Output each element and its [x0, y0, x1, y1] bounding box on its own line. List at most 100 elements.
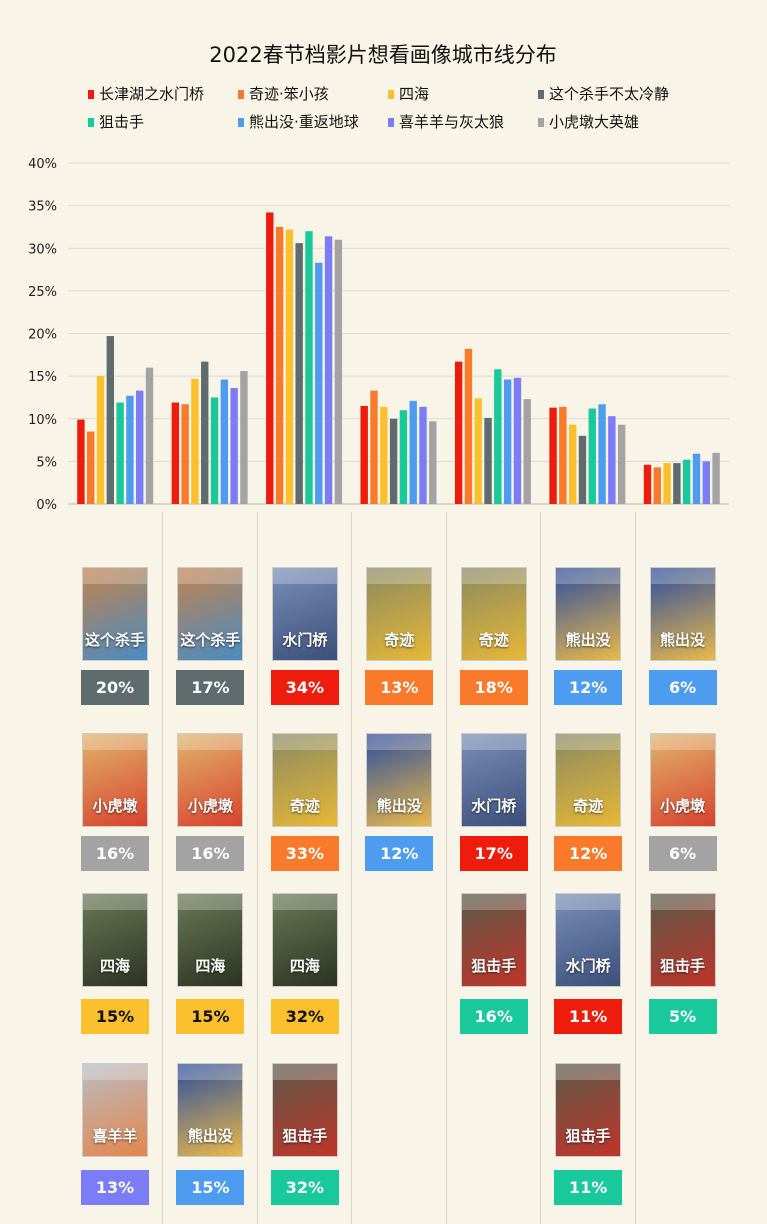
percent-badge: 16% — [81, 836, 149, 871]
poster-title: 狙击手 — [282, 1127, 328, 1145]
poster-banner — [367, 568, 432, 584]
bar — [266, 212, 274, 504]
poster-banner — [461, 894, 526, 910]
bar — [171, 402, 180, 504]
bar — [370, 390, 378, 504]
bar — [503, 379, 512, 504]
y-axis: 0% 5% 10% 15% 20% 25% 30% 35% 40% — [28, 157, 57, 512]
poster-banner — [556, 568, 621, 584]
percent-badge: 13% — [81, 1170, 149, 1205]
legend-swatch — [238, 90, 244, 99]
legend-label: 熊出没·重返地球 — [249, 113, 359, 131]
poster-banner — [178, 568, 243, 584]
bar — [334, 239, 343, 504]
legend-swatch — [88, 118, 94, 127]
bar — [712, 452, 720, 504]
poster-title: 四海 — [289, 957, 320, 975]
legend-label: 四海 — [399, 85, 429, 103]
movie-poster: 小虎墩 — [177, 733, 244, 827]
ranking-column: 熊出没 12% 奇迹 12% 水门桥 11% 狙击手 11% — [540, 512, 634, 1224]
percent-badge: 13% — [365, 670, 434, 705]
bar — [663, 463, 671, 504]
poster-title: 狙击手 — [660, 957, 706, 975]
movie-poster: 熊出没 — [366, 733, 433, 827]
poster-banner — [272, 894, 337, 910]
percent-badge: 16% — [459, 999, 528, 1034]
legend-swatch — [238, 118, 244, 127]
poster-banner — [272, 1064, 337, 1080]
bar — [96, 376, 105, 504]
movie-poster: 奇迹 — [460, 567, 527, 661]
ranking-column: 熊出没 6% 小虎墩 6% 狙击手 5% — [634, 512, 729, 1224]
movie-poster: 奇迹 — [555, 733, 622, 827]
bar — [191, 378, 199, 504]
percent-badge: 15% — [81, 999, 149, 1034]
ranking-column: 水门桥 34% 奇迹 33% 四海 32% 狙击手 32% — [256, 512, 351, 1224]
bar — [494, 369, 502, 504]
bar — [285, 229, 294, 504]
percent-badge: 17% — [176, 670, 245, 705]
poster-title: 熊出没 — [376, 797, 422, 815]
movie-poster: 四海 — [177, 893, 244, 987]
percent-badge: 32% — [270, 1170, 339, 1205]
percent-badge: 11% — [554, 1170, 623, 1205]
poster-banner — [367, 734, 432, 750]
poster-title: 这个杀手 — [180, 631, 241, 649]
bar — [399, 410, 408, 504]
bar — [702, 461, 710, 504]
bar — [419, 406, 427, 504]
bar — [305, 231, 313, 504]
poster-banner — [461, 568, 526, 584]
bar — [464, 348, 473, 504]
y-tick-label: 30% — [28, 242, 57, 257]
poster-title: 水门桥 — [282, 631, 328, 649]
poster-banner — [556, 894, 621, 910]
movie-poster: 奇迹 — [271, 733, 338, 827]
percent-badge: 15% — [176, 999, 245, 1034]
bar — [240, 371, 248, 504]
legend-label: 长津湖之水门桥 — [99, 85, 204, 103]
bar — [87, 431, 95, 504]
bar — [454, 361, 463, 504]
movie-poster: 小虎墩 — [82, 733, 148, 827]
bar — [324, 236, 333, 504]
movie-poster: 水门桥 — [555, 893, 622, 987]
bar — [568, 424, 577, 504]
percent-badge: 6% — [648, 836, 717, 871]
bars — [77, 212, 720, 504]
legend-swatch — [538, 118, 544, 127]
legend-label: 喜羊羊与灰太狼 — [399, 113, 504, 131]
ranking-panel: 这个杀手 20% 小虎墩 16% 四海 15% 喜羊羊 13% 这个杀手 17% 小虎墩 16% 四海 1… — [68, 512, 729, 1224]
bar — [692, 453, 701, 504]
bar — [673, 463, 681, 504]
percent-badge: 6% — [648, 670, 717, 705]
bar — [513, 377, 522, 504]
bar — [295, 243, 303, 504]
bar — [380, 406, 388, 504]
y-tick-label: 5% — [36, 455, 57, 470]
poster-title: 喜羊羊 — [92, 1127, 138, 1145]
bar — [106, 336, 115, 504]
bar — [315, 262, 323, 504]
percent-badge: 5% — [648, 999, 717, 1034]
legend-label: 奇迹·笨小孩 — [249, 85, 329, 103]
poster-title: 熊出没 — [660, 631, 706, 649]
y-tick-label: 15% — [28, 370, 57, 385]
movie-poster: 小虎墩 — [649, 733, 716, 827]
movie-poster: 熊出没 — [177, 1063, 244, 1157]
movie-poster: 奇迹 — [366, 567, 433, 661]
poster-banner — [83, 1064, 147, 1080]
percent-badge: 20% — [81, 670, 149, 705]
poster-banner — [556, 734, 621, 750]
poster-title: 熊出没 — [187, 1127, 233, 1145]
bar — [617, 424, 626, 504]
bar — [429, 421, 437, 504]
bar — [653, 467, 661, 504]
bar — [136, 390, 144, 504]
bar — [588, 408, 596, 504]
poster-banner — [272, 568, 337, 584]
bar — [210, 397, 219, 504]
bar — [559, 406, 567, 504]
poster-title: 熊出没 — [565, 631, 611, 649]
